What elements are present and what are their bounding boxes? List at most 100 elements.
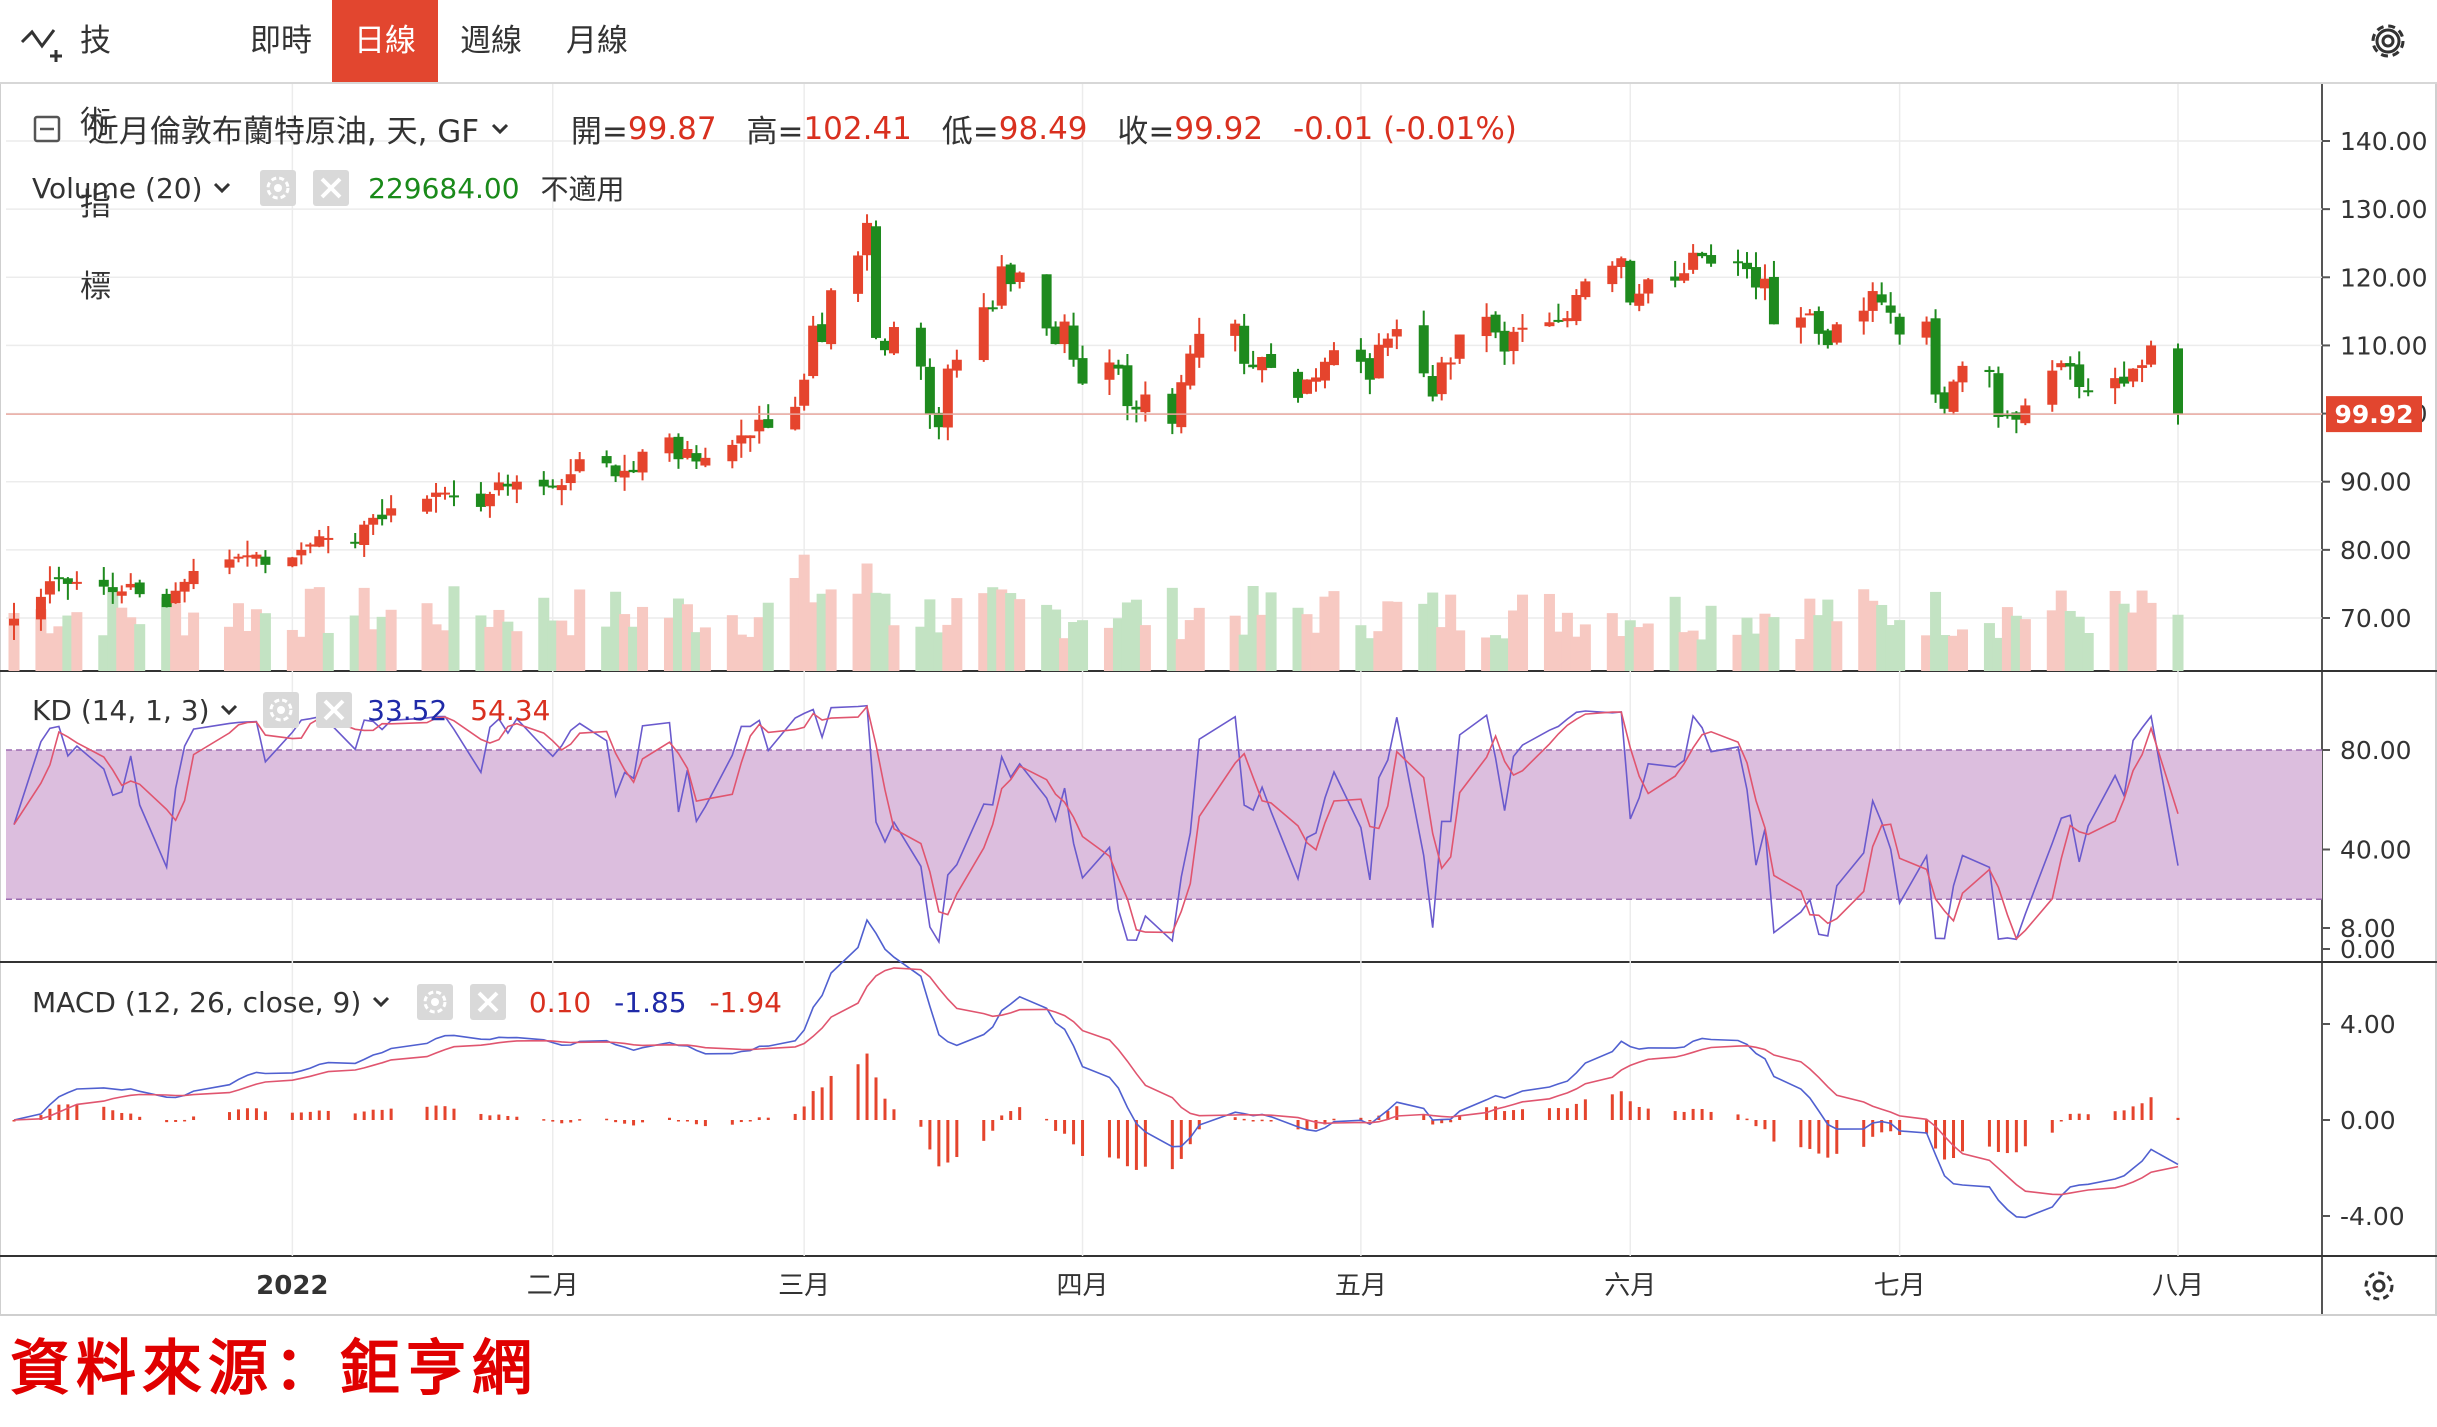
macd-hist-bar <box>326 1110 330 1120</box>
volume-bar <box>574 589 586 671</box>
candle-body <box>888 327 899 354</box>
kd-y-tick-label: 0.00 <box>2340 935 2396 964</box>
candle-body <box>1373 344 1384 379</box>
macd-hist-bar <box>1018 1107 1022 1120</box>
macd-hist-bar <box>1673 1111 1677 1120</box>
candle-body <box>2137 365 2148 368</box>
volume-settings-button[interactable] <box>260 170 297 206</box>
macd-hist-bar <box>1233 1117 1237 1120</box>
candle-body <box>2002 413 2013 417</box>
macd-remove-button[interactable] <box>470 984 506 1020</box>
macd-hist-bar <box>1521 1109 1525 1120</box>
macd-settings-button[interactable] <box>417 984 454 1020</box>
volume-bar <box>1732 634 1744 671</box>
volume-bar <box>1319 596 1331 671</box>
volume-bar <box>852 593 864 671</box>
gear-icon <box>423 990 447 1014</box>
volume-bar <box>1121 602 1133 671</box>
candle-body <box>1257 357 1268 371</box>
volume-legend: Volume (20) 229684.00 不適用 <box>32 168 624 208</box>
volume-bar <box>1103 627 1115 671</box>
candle-body <box>826 290 837 345</box>
macd-hist-bar <box>1691 1108 1695 1120</box>
candle-body <box>350 541 361 544</box>
macd-hist-bar <box>515 1116 519 1120</box>
candle-body <box>996 266 1007 306</box>
volume-bar <box>1606 613 1618 671</box>
volume-bar <box>2118 603 2130 671</box>
macd-hist-bar <box>245 1108 249 1120</box>
macd-hist-bar <box>1880 1120 1884 1133</box>
kd-remove-button[interactable] <box>316 692 353 728</box>
candle-body <box>673 436 684 460</box>
macd-hist-bar <box>2059 1120 2063 1122</box>
volume-bar <box>1059 638 1071 671</box>
volume-bar <box>1418 603 1430 671</box>
candle-body <box>754 419 765 432</box>
candle-body <box>1759 278 1770 289</box>
macd-hist-bar <box>1934 1120 1938 1149</box>
volume-bar <box>1956 629 1968 671</box>
candle-body <box>1750 267 1761 288</box>
volume-bar <box>547 620 559 671</box>
macd-hist-bar <box>1700 1109 1704 1120</box>
candle-body <box>987 307 998 310</box>
minus-box-icon[interactable] <box>32 114 62 144</box>
macd-hist-bar <box>1987 1120 1991 1147</box>
monthly-tab[interactable]: 月線 <box>566 23 628 59</box>
candle-body <box>53 577 64 580</box>
candle-body <box>1293 371 1304 398</box>
volume-bar <box>1301 614 1313 671</box>
macd-hist-bar <box>1763 1120 1767 1130</box>
realtime-tab[interactable]: 即時 <box>250 23 312 59</box>
candle-body <box>1993 373 2004 417</box>
daily-tab[interactable]: 日線 <box>332 0 438 82</box>
y-tick-label: 130.00 <box>2340 195 2427 224</box>
macd-hist-bar <box>982 1120 986 1141</box>
macd-hist-bar <box>362 1111 366 1120</box>
macd-hist-bar <box>802 1106 806 1120</box>
chevron-down-icon[interactable] <box>489 118 511 140</box>
macd-hist-bar <box>165 1120 169 1123</box>
chevron-down-icon[interactable] <box>370 991 392 1013</box>
candle-body <box>565 474 576 484</box>
y-tick-label: 70.00 <box>2340 604 2412 633</box>
weekly-tab[interactable]: 週線 <box>460 23 522 59</box>
gear-icon[interactable] <box>2363 16 2413 66</box>
candle-body <box>1077 358 1088 384</box>
change-value: -0.01 (-0.01%) <box>1292 110 1517 147</box>
volume-bar <box>107 592 119 671</box>
macd-hist-bar <box>2131 1106 2135 1120</box>
candle-body <box>2119 376 2130 384</box>
candle-body <box>440 492 451 495</box>
chevron-down-icon[interactable] <box>211 177 233 199</box>
chevron-down-icon[interactable] <box>218 699 240 721</box>
macd-hist-bar <box>1170 1120 1174 1170</box>
volume-bar <box>1229 615 1241 671</box>
candle-body <box>1050 326 1061 345</box>
candle-body <box>574 459 585 472</box>
signal-value: -1.94 <box>709 985 782 1019</box>
candle-body <box>233 556 244 559</box>
volume-bar <box>2055 590 2067 671</box>
volume-bar <box>1256 614 1268 671</box>
volume-remove-button[interactable] <box>313 170 350 206</box>
macd-hist-bar <box>1574 1103 1578 1120</box>
candle-body <box>1562 318 1573 322</box>
macd-histogram <box>12 1053 2180 1170</box>
macd-hist-bar <box>1799 1120 1803 1148</box>
volume-bar <box>376 616 388 671</box>
kd-settings-button[interactable] <box>263 692 300 728</box>
candle-body <box>1176 382 1187 428</box>
volume-bar <box>1615 636 1627 671</box>
chart-svg[interactable]: 2022 二月 三月 四月 五月 六月 七月 八月 140.00 130.00 120.00 110.… <box>0 84 2437 1316</box>
candle-body <box>1167 393 1178 424</box>
macd-y-tick-label: 0.00 <box>2340 1106 2396 1135</box>
candle-body <box>116 591 127 596</box>
volume-bar <box>1014 599 1026 671</box>
candle-body <box>161 593 172 608</box>
axis-settings-gear-icon[interactable] <box>2364 1271 2394 1301</box>
volume-bar <box>1992 637 2004 671</box>
candle-body <box>1014 272 1025 282</box>
macd-hist-bar <box>928 1120 932 1150</box>
